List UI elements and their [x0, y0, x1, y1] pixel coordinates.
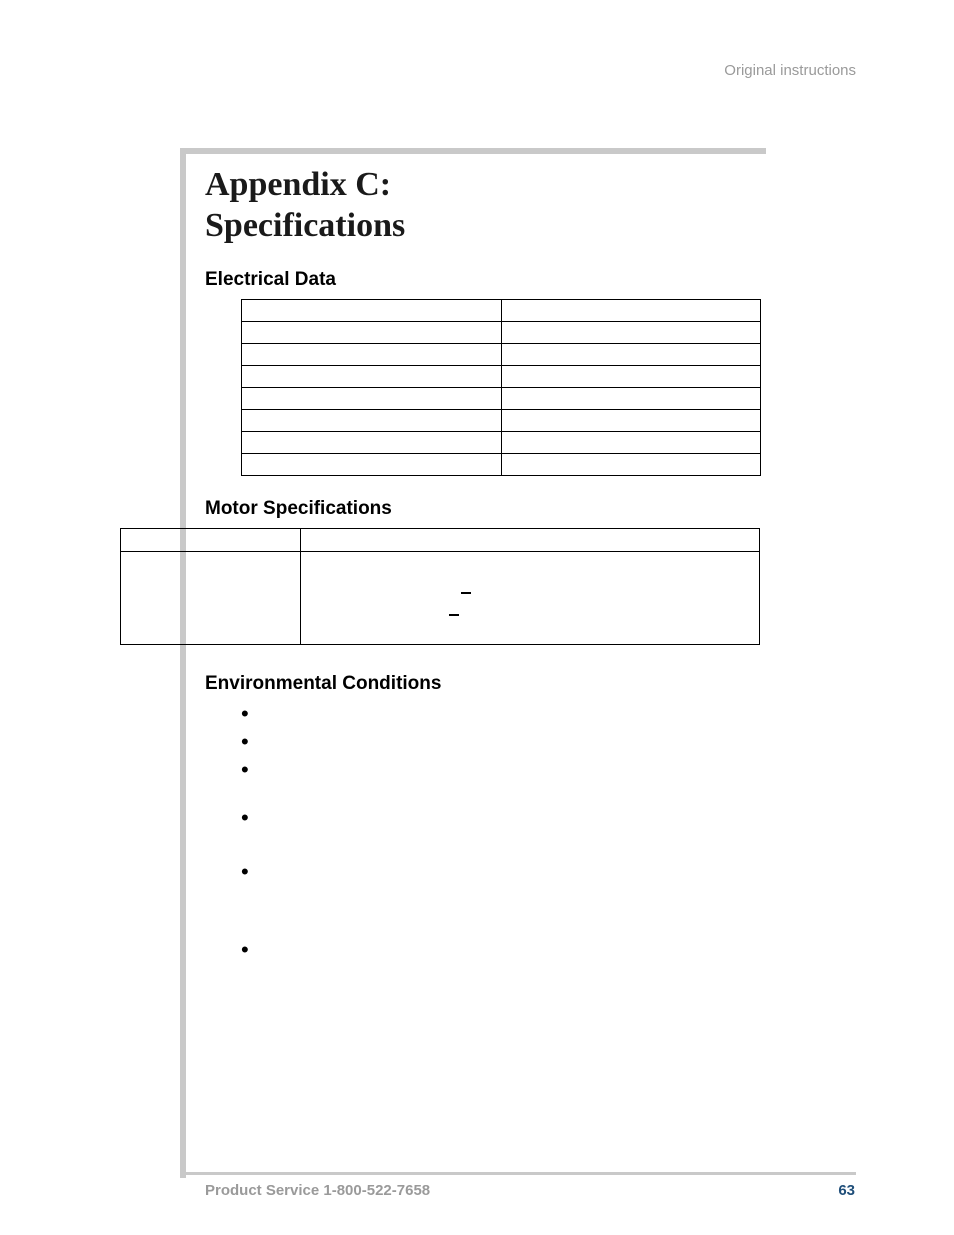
list-item	[241, 809, 775, 863]
motor-spec-table	[120, 528, 760, 645]
table-cell	[501, 321, 761, 343]
motor-body-cell-1	[121, 551, 301, 644]
footer-service-text: Product Service 1-800-522-7658	[205, 1182, 430, 1199]
list-item	[241, 941, 775, 981]
dash-mark	[449, 614, 459, 616]
table-cell	[501, 387, 761, 409]
title-line-1: Appendix C:	[205, 166, 391, 203]
dash-mark	[461, 592, 471, 594]
table-row	[242, 365, 761, 387]
list-item	[241, 863, 775, 941]
table-row	[242, 431, 761, 453]
table-row	[242, 453, 761, 475]
table-row	[121, 528, 760, 551]
content-area: Appendix C: Specifications Electrical Da…	[205, 165, 775, 981]
motor-header-cell-2	[301, 528, 760, 551]
page: Original instructions Appendix C: Specif…	[0, 0, 954, 1235]
section-heading-environmental: Environmental Conditions	[205, 673, 775, 695]
table-cell	[501, 343, 761, 365]
list-item	[241, 705, 775, 733]
table-row	[242, 299, 761, 321]
table-cell	[242, 453, 502, 475]
footer: Product Service 1-800-522-7658 63	[205, 1182, 855, 1199]
table-cell	[501, 431, 761, 453]
list-item	[241, 733, 775, 761]
section-heading-electrical: Electrical Data	[205, 269, 775, 291]
environmental-list	[241, 705, 775, 981]
table-cell	[242, 365, 502, 387]
table-cell	[242, 321, 502, 343]
table-cell	[501, 453, 761, 475]
list-item	[241, 761, 775, 809]
motor-header-cell-1	[121, 528, 301, 551]
title-line-2: Specifications	[205, 207, 405, 244]
table-cell	[242, 387, 502, 409]
section-heading-motor: Motor Specifications	[205, 498, 775, 520]
motor-body-cell-2	[301, 551, 760, 644]
table-cell	[501, 409, 761, 431]
table-cell	[242, 343, 502, 365]
table-row	[242, 343, 761, 365]
table-cell	[501, 365, 761, 387]
top-rule	[186, 148, 766, 154]
electrical-data-table	[241, 299, 761, 476]
table-cell	[242, 409, 502, 431]
table-row	[242, 387, 761, 409]
table-row	[121, 551, 760, 644]
table-row	[242, 321, 761, 343]
table-cell	[242, 299, 502, 321]
footer-page-number: 63	[838, 1182, 855, 1199]
header-note: Original instructions	[724, 62, 856, 79]
table-cell	[501, 299, 761, 321]
page-title: Appendix C: Specifications	[205, 165, 775, 247]
left-margin-rule	[180, 148, 186, 1178]
footer-rule	[186, 1172, 856, 1175]
table-cell	[242, 431, 502, 453]
table-row	[242, 409, 761, 431]
